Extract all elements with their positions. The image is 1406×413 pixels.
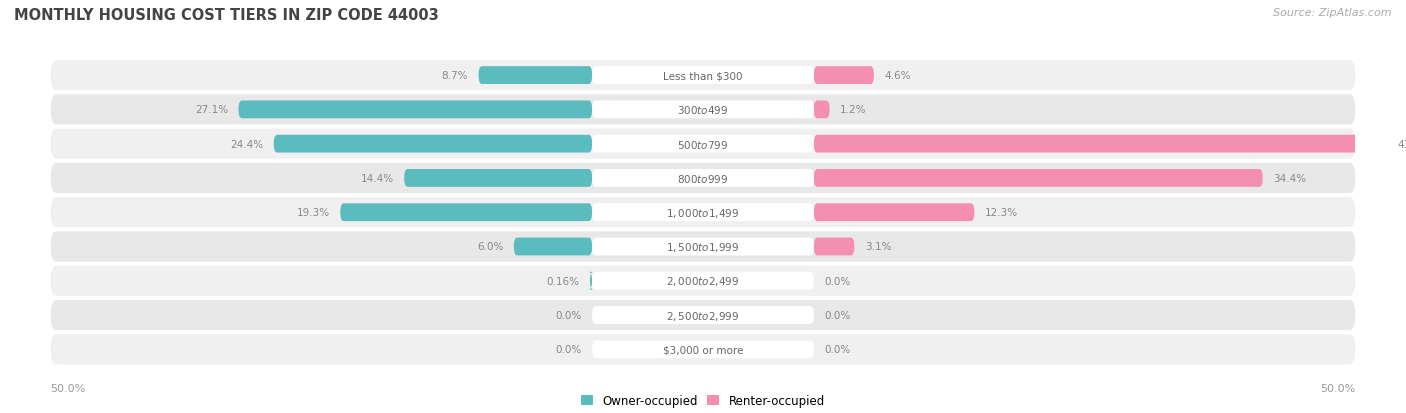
Text: Less than $300: Less than $300 bbox=[664, 71, 742, 81]
Text: 0.0%: 0.0% bbox=[824, 310, 851, 320]
Text: 3.1%: 3.1% bbox=[865, 242, 891, 252]
FancyBboxPatch shape bbox=[814, 238, 855, 256]
Text: 0.16%: 0.16% bbox=[547, 276, 579, 286]
Text: 0.0%: 0.0% bbox=[555, 310, 582, 320]
FancyBboxPatch shape bbox=[592, 170, 814, 188]
FancyBboxPatch shape bbox=[51, 266, 1355, 296]
FancyBboxPatch shape bbox=[239, 101, 592, 119]
FancyBboxPatch shape bbox=[513, 238, 592, 256]
FancyBboxPatch shape bbox=[51, 95, 1355, 125]
Text: 43.9%: 43.9% bbox=[1398, 139, 1406, 149]
Text: 50.0%: 50.0% bbox=[51, 383, 86, 393]
FancyBboxPatch shape bbox=[592, 135, 814, 153]
Text: 0.0%: 0.0% bbox=[824, 344, 851, 354]
FancyBboxPatch shape bbox=[51, 129, 1355, 159]
Text: 6.0%: 6.0% bbox=[477, 242, 503, 252]
FancyBboxPatch shape bbox=[589, 272, 593, 290]
Text: 1.2%: 1.2% bbox=[839, 105, 866, 115]
Text: 0.0%: 0.0% bbox=[824, 276, 851, 286]
FancyBboxPatch shape bbox=[814, 135, 1386, 153]
Legend: Owner-occupied, Renter-occupied: Owner-occupied, Renter-occupied bbox=[581, 394, 825, 407]
FancyBboxPatch shape bbox=[274, 135, 592, 153]
FancyBboxPatch shape bbox=[814, 204, 974, 222]
Text: $1,000 to $1,499: $1,000 to $1,499 bbox=[666, 206, 740, 219]
Text: 14.4%: 14.4% bbox=[361, 173, 394, 183]
Text: $3,000 or more: $3,000 or more bbox=[662, 344, 744, 354]
Text: MONTHLY HOUSING COST TIERS IN ZIP CODE 44003: MONTHLY HOUSING COST TIERS IN ZIP CODE 4… bbox=[14, 8, 439, 23]
Text: 50.0%: 50.0% bbox=[1320, 383, 1355, 393]
FancyBboxPatch shape bbox=[814, 101, 830, 119]
FancyBboxPatch shape bbox=[478, 67, 592, 85]
FancyBboxPatch shape bbox=[592, 101, 814, 119]
Text: 27.1%: 27.1% bbox=[195, 105, 228, 115]
FancyBboxPatch shape bbox=[592, 67, 814, 85]
FancyBboxPatch shape bbox=[51, 335, 1355, 365]
FancyBboxPatch shape bbox=[592, 306, 814, 324]
FancyBboxPatch shape bbox=[592, 272, 814, 290]
Text: $300 to $499: $300 to $499 bbox=[678, 104, 728, 116]
Text: Source: ZipAtlas.com: Source: ZipAtlas.com bbox=[1274, 8, 1392, 18]
FancyBboxPatch shape bbox=[592, 204, 814, 222]
Text: 12.3%: 12.3% bbox=[984, 208, 1018, 218]
FancyBboxPatch shape bbox=[814, 67, 875, 85]
Text: 34.4%: 34.4% bbox=[1274, 173, 1306, 183]
Text: $2,000 to $2,499: $2,000 to $2,499 bbox=[666, 275, 740, 287]
Text: 0.0%: 0.0% bbox=[555, 344, 582, 354]
Text: 19.3%: 19.3% bbox=[297, 208, 330, 218]
FancyBboxPatch shape bbox=[814, 170, 1263, 188]
FancyBboxPatch shape bbox=[592, 238, 814, 256]
FancyBboxPatch shape bbox=[51, 198, 1355, 228]
Text: 8.7%: 8.7% bbox=[441, 71, 468, 81]
FancyBboxPatch shape bbox=[51, 164, 1355, 194]
FancyBboxPatch shape bbox=[592, 341, 814, 358]
Text: $2,500 to $2,999: $2,500 to $2,999 bbox=[666, 309, 740, 322]
FancyBboxPatch shape bbox=[51, 61, 1355, 91]
FancyBboxPatch shape bbox=[404, 170, 592, 188]
Text: 4.6%: 4.6% bbox=[884, 71, 911, 81]
Text: $800 to $999: $800 to $999 bbox=[678, 173, 728, 185]
FancyBboxPatch shape bbox=[340, 204, 592, 222]
Text: $1,500 to $1,999: $1,500 to $1,999 bbox=[666, 240, 740, 253]
FancyBboxPatch shape bbox=[51, 300, 1355, 330]
Text: 24.4%: 24.4% bbox=[231, 139, 263, 149]
FancyBboxPatch shape bbox=[51, 232, 1355, 262]
Text: $500 to $799: $500 to $799 bbox=[678, 138, 728, 150]
